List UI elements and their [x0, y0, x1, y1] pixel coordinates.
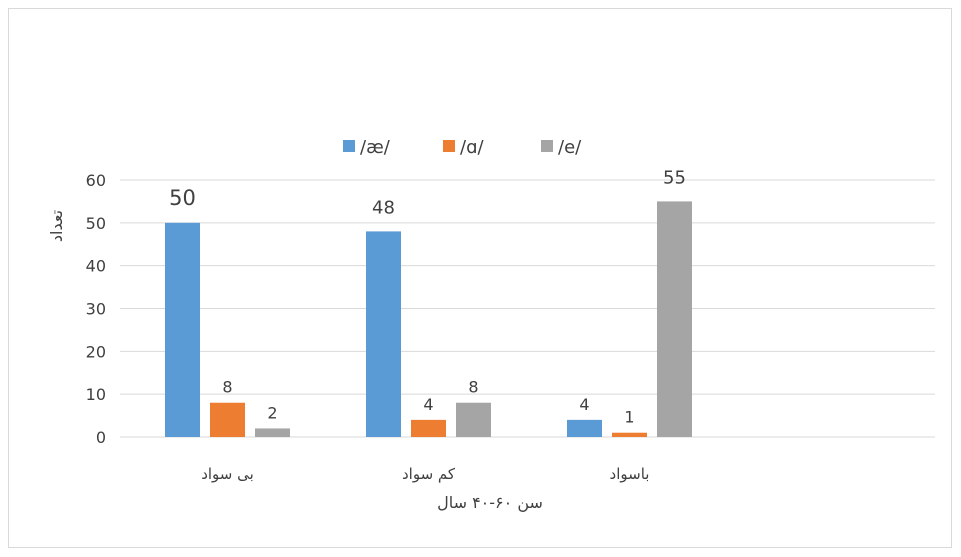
bar [165, 222, 200, 437]
bar [567, 419, 602, 437]
bar [456, 402, 491, 437]
y-axis-title: تعداد [47, 210, 66, 242]
bar-value-label: 8 [468, 378, 478, 397]
y-tick-label: 10 [86, 385, 106, 404]
category-labels: بی سواد کم سواد باسواد [201, 465, 649, 483]
legend-swatch [541, 140, 553, 152]
y-tick-label: 30 [86, 300, 106, 319]
x-category-label: باسواد [610, 465, 650, 483]
bar [612, 432, 647, 437]
x-category-label: بی سواد [201, 465, 254, 483]
x-category-label: کم سواد [402, 465, 456, 483]
legend: /æ/ /ɑ/ /e/ [343, 137, 582, 158]
y-tick-label: 60 [86, 171, 106, 190]
y-tick-label: 50 [86, 214, 106, 233]
bars [165, 201, 692, 437]
bar-value-label: 1 [624, 408, 634, 427]
bar [366, 231, 401, 437]
legend-swatch [443, 140, 455, 152]
x-axis-title: سن ۶۰-۴۰ سال [437, 493, 543, 513]
gridlines [120, 179, 935, 438]
bar-value-label: 8 [222, 378, 232, 397]
bar-value-label: 55 [663, 167, 686, 188]
bar-value-label: 4 [579, 395, 589, 414]
y-tick-label: 40 [86, 257, 106, 276]
legend-label: /e/ [558, 137, 582, 158]
legend-label: /ɑ/ [460, 137, 484, 158]
y-axis-ticks: 0 10 20 30 40 50 60 [86, 171, 106, 447]
bar-value-label: 50 [169, 186, 196, 210]
bar [210, 402, 245, 437]
bar-value-label: 4 [423, 395, 433, 414]
bar [255, 428, 290, 437]
y-tick-label: 0 [96, 428, 106, 447]
legend-label: /æ/ [360, 137, 391, 158]
bar-value-label: 2 [267, 403, 277, 422]
y-tick-label: 20 [86, 342, 106, 361]
bar [657, 201, 692, 437]
bar-value-label: 48 [372, 197, 395, 218]
bar [411, 419, 446, 437]
legend-swatch [343, 140, 355, 152]
